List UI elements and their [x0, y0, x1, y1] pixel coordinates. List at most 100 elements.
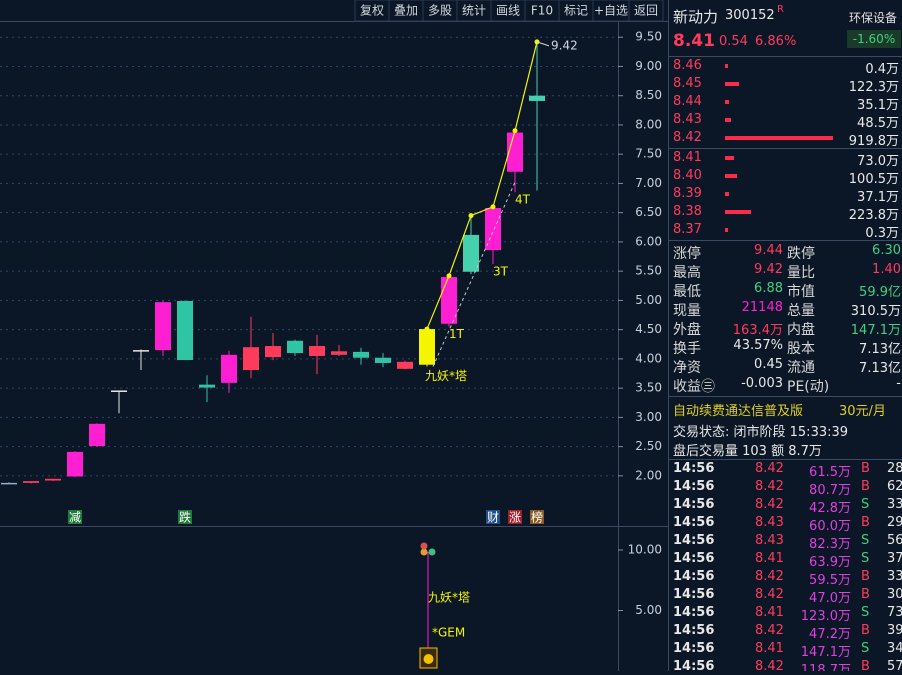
- tick-time: 14:56: [673, 605, 715, 620]
- book-volume: 35.1万: [857, 98, 899, 113]
- y-tick-label: 3.50: [635, 381, 662, 395]
- toolbar-label[interactable]: +自选: [594, 4, 628, 18]
- toolbar-label[interactable]: 叠加: [394, 4, 418, 18]
- separator: [669, 56, 902, 57]
- y-tick-label: 7.00: [635, 176, 662, 190]
- separator: [669, 240, 902, 241]
- toolbar-label[interactable]: 多股: [428, 4, 452, 18]
- tick-volume: 61.5万: [809, 465, 851, 480]
- stat-value: 147.1万: [850, 323, 901, 338]
- volume-bar: [725, 136, 833, 140]
- tick-count: 28: [887, 461, 902, 476]
- candle-body: [89, 423, 105, 447]
- trend-dot: [512, 128, 518, 134]
- tick-volume: 147.1万: [800, 645, 851, 660]
- stat-value: 1.40: [872, 262, 901, 277]
- book-volume: 100.5万: [848, 172, 899, 187]
- tick-volume: 82.3万: [809, 537, 851, 552]
- tick-time: 14:56: [673, 479, 715, 494]
- candle-body: [353, 351, 369, 358]
- toolbar-button[interactable]: [628, 0, 664, 22]
- annotation: 3T: [493, 265, 509, 279]
- tick-volume: 80.7万: [809, 483, 851, 498]
- book-price: 8.37: [673, 222, 702, 237]
- toolbar-label[interactable]: 返回: [634, 4, 658, 18]
- toolbar-label[interactable]: 复权: [360, 4, 384, 18]
- stat-value: 43.57%: [733, 338, 783, 353]
- tick-side: S: [861, 497, 870, 512]
- toolbar-label[interactable]: F10: [531, 4, 553, 18]
- stat-value: 59.9亿: [859, 285, 901, 300]
- book-volume: 73.0万: [857, 154, 899, 169]
- candle-body: [155, 302, 171, 351]
- book-volume: 223.8万: [848, 208, 899, 223]
- high-pointer: [536, 41, 550, 47]
- tick-count: 73: [887, 605, 902, 620]
- marker-box: [486, 510, 500, 524]
- toolbar-label[interactable]: 统计: [462, 4, 486, 18]
- tick-price: 8.41: [755, 605, 784, 620]
- tick-count: 33: [887, 497, 902, 512]
- trend-dot: [446, 273, 452, 279]
- marker-label: 跌: [179, 510, 191, 525]
- tick-side: B: [861, 461, 870, 476]
- stat-label: 净资: [673, 360, 701, 376]
- toolbar-label[interactable]: 画线: [496, 4, 520, 18]
- tick-count: 34: [887, 641, 902, 656]
- candle-body: [397, 361, 413, 369]
- candle-body: [23, 481, 39, 483]
- tick-price: 8.42: [755, 497, 784, 512]
- stat-label: 最低: [673, 284, 701, 300]
- stat-value: 0.45: [754, 357, 783, 372]
- volume-bar: [725, 118, 731, 122]
- stat-label: 最高: [673, 265, 701, 281]
- stat-label: 涨停: [673, 246, 701, 262]
- candle-body: [375, 357, 391, 363]
- volume-bar: [725, 174, 737, 178]
- tick-volume: 42.8万: [809, 501, 851, 516]
- tick-time: 14:56: [673, 551, 715, 566]
- marker-label: 财: [487, 511, 499, 525]
- tick-side: B: [861, 623, 870, 638]
- tick-side: B: [861, 479, 870, 494]
- stat-label: 现量: [673, 303, 701, 319]
- tick-side: B: [861, 587, 870, 602]
- y-tick-label: 7.50: [635, 147, 662, 161]
- tick-price: 8.43: [755, 533, 784, 548]
- tick-time: 14:56: [673, 641, 715, 656]
- tick-count: 33: [887, 569, 902, 584]
- trend-dot: [490, 204, 496, 210]
- marker-box: [68, 510, 82, 524]
- book-price: 8.46: [673, 58, 702, 73]
- separator: [669, 396, 902, 397]
- y-tick-label: 4.50: [635, 322, 662, 336]
- tick-price: 8.42: [755, 659, 784, 671]
- marker-label: 减: [69, 511, 81, 525]
- dash-line: [432, 181, 516, 367]
- tick-count: 30: [887, 587, 902, 602]
- sector-change: -1.60%: [847, 30, 901, 48]
- tick-count: 39: [887, 623, 902, 638]
- y-tick-label: 8.50: [635, 88, 662, 102]
- trend-dot: [468, 213, 474, 219]
- tick-side: S: [861, 551, 870, 566]
- volume-bar: [725, 100, 730, 104]
- annotation: 4T: [515, 193, 531, 207]
- volume-bar: [725, 82, 740, 86]
- tick-volume: 60.0万: [809, 519, 851, 534]
- tick-price: 8.41: [755, 551, 784, 566]
- candle-body: [45, 478, 61, 481]
- tick-time: 14:56: [673, 515, 715, 530]
- book-volume: 0.4万: [865, 62, 899, 77]
- stat-label: 量比: [787, 265, 815, 281]
- marker-box: [530, 510, 544, 524]
- y-tick-label: 6.00: [635, 234, 662, 248]
- toolbar-label[interactable]: 标记: [564, 4, 588, 18]
- stat-label: PE(动): [787, 379, 830, 395]
- volume-bar: [725, 192, 730, 196]
- stat-value: 9.42: [754, 262, 783, 277]
- marker-label: 榜: [531, 510, 543, 525]
- candle-body: [67, 451, 83, 477]
- sector: 环保设备: [849, 11, 898, 25]
- tick-time: 14:56: [673, 569, 715, 584]
